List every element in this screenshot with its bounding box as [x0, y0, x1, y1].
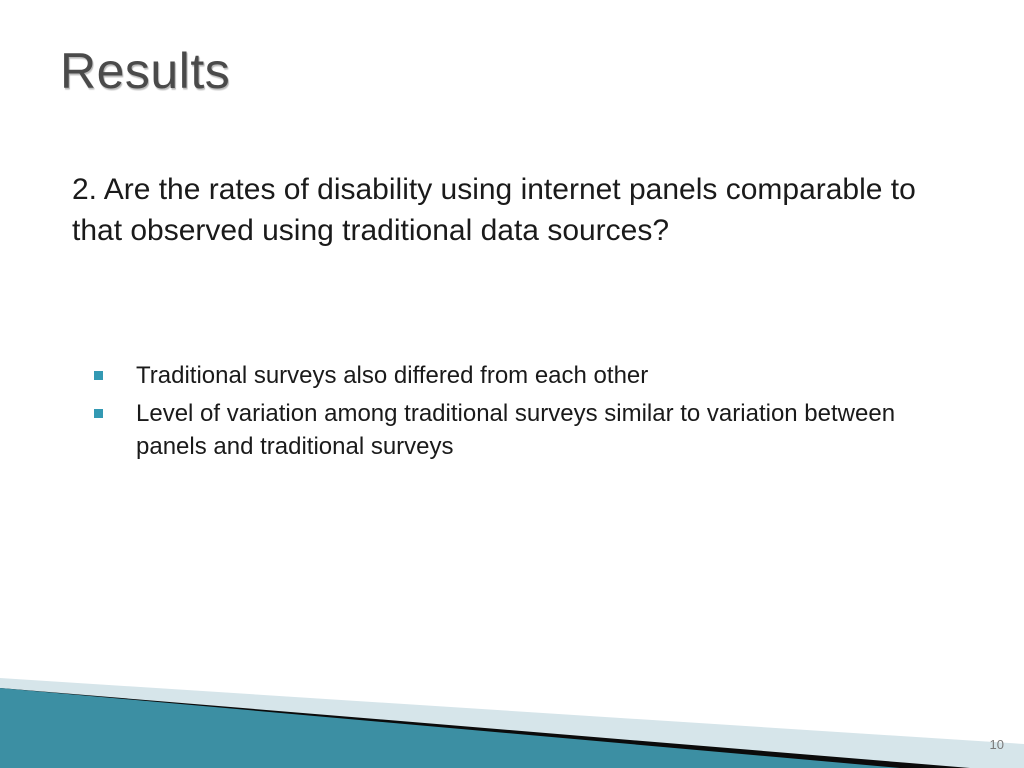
teal-triangle: [0, 688, 900, 768]
list-item: Traditional surveys also differed from e…: [90, 360, 920, 392]
slide: Results 2. Are the rates of disability u…: [0, 0, 1024, 768]
page-number: 10: [990, 737, 1004, 752]
list-item: Level of variation among traditional sur…: [90, 398, 920, 463]
light-blue-triangle: [0, 678, 1024, 768]
black-triangle: [0, 688, 970, 768]
slide-title: Results: [60, 42, 230, 100]
question-text: 2. Are the rates of disability using int…: [72, 170, 932, 251]
bullet-list: Traditional surveys also differed from e…: [90, 360, 920, 469]
decorative-triangles: [0, 588, 1024, 768]
